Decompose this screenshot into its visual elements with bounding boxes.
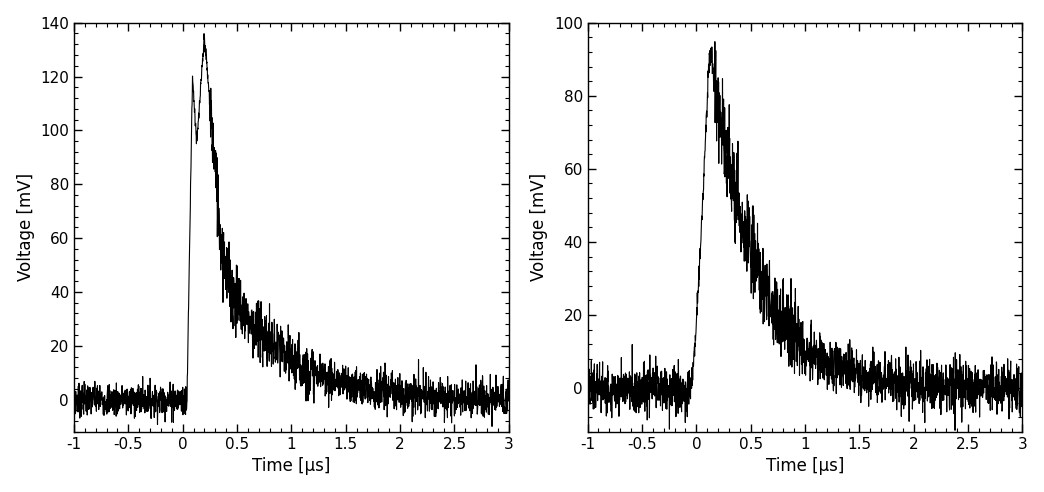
Y-axis label: Voltage [mV]: Voltage [mV] bbox=[17, 173, 34, 281]
Y-axis label: Voltage [mV]: Voltage [mV] bbox=[530, 173, 548, 281]
X-axis label: Time [μs]: Time [μs] bbox=[253, 458, 331, 475]
X-axis label: Time [μs]: Time [μs] bbox=[766, 458, 845, 475]
